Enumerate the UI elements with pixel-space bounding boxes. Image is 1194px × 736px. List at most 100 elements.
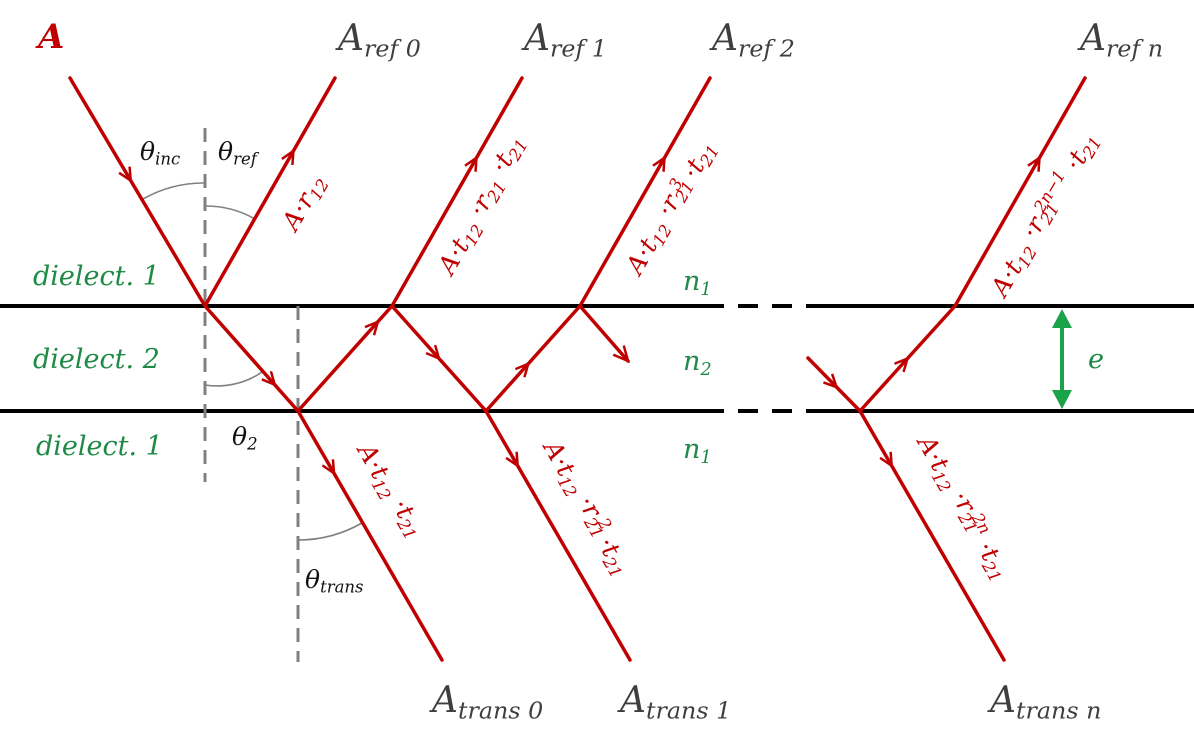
incidence-angle-arc [142, 182, 206, 200]
arrowhead-icon [823, 373, 839, 390]
arrowhead-icon [321, 459, 336, 476]
medium-label-middle: dielect. 2 [33, 344, 160, 375]
reflected-amplitude-2: Aref 2 [709, 18, 795, 63]
transmitted-amplitude-n: Atrans n [987, 680, 1101, 725]
label-text: A [987, 680, 1016, 721]
medium-label-top: dielect. 1 [33, 261, 160, 292]
label-text: ·t [967, 529, 1006, 567]
ray-label-reflected-0: A·r12 [275, 169, 333, 238]
label-text: θ [305, 565, 320, 594]
label-text: A [429, 680, 458, 721]
label-text: dielect. 1 [33, 261, 160, 292]
thickness-arrow-head-down [1052, 390, 1072, 409]
label-text: dielect. 2 [33, 344, 160, 375]
interfaces [0, 304, 1194, 413]
incident-ray [68, 76, 207, 308]
transmitted-ray-n [858, 409, 1006, 662]
subscript: 1 [700, 279, 711, 300]
medium-label-bottom: dielect. 1 [36, 431, 163, 462]
ray-label-reflected-2: A·t12 ·r213 ·t21 [617, 134, 723, 283]
label-text: dielect. 1 [36, 431, 163, 462]
label-text: θ [140, 137, 155, 166]
reflected-ray-n [953, 76, 1087, 308]
subscript: trans [320, 578, 363, 597]
reflection-angle-arc [204, 205, 256, 220]
index-n2: n2 [683, 346, 712, 380]
thickness-arrow [1052, 309, 1072, 409]
subscript: ref 2 [738, 35, 795, 63]
arrowhead-icon [1027, 155, 1041, 172]
arrowhead-icon [425, 344, 441, 361]
normals [203, 128, 300, 662]
label-text: A·t [537, 434, 582, 482]
label-text: e [1088, 344, 1104, 375]
superscript: 2n−1 [1029, 167, 1069, 217]
label-text: θ [232, 422, 247, 451]
reflected-ray-0 [203, 76, 337, 308]
subscript: ref 1 [550, 35, 607, 63]
transmission-angle-arc [297, 522, 363, 541]
label-text: n [683, 346, 700, 377]
refracted-ray-1 [203, 304, 300, 413]
reflected-amplitude-n: Aref n [1077, 18, 1163, 63]
index-n1-top: n1 [683, 266, 712, 300]
label-text: n [683, 434, 700, 465]
label-text: A [35, 17, 64, 57]
reflected-ray-2 [578, 76, 712, 308]
subscript: 2 [246, 435, 258, 454]
transmitted-amplitude-0: Atrans 0 [429, 680, 543, 725]
reflected-ray-1 [390, 76, 524, 308]
reflected-amplitude-0: Aref 0 [335, 18, 421, 63]
label-text: A·t [351, 437, 396, 485]
angle-arcs [142, 182, 363, 541]
label-text: A [709, 18, 738, 59]
transmitted-ray-1 [484, 409, 632, 662]
arrowhead-icon [652, 155, 666, 172]
arrowhead-icon [879, 451, 894, 469]
internal-ray-down-n [806, 356, 862, 413]
subscript: 2 [699, 359, 711, 380]
internal-ray-down-2 [578, 304, 630, 363]
arrowhead-icon [505, 451, 520, 469]
arrowhead-icon [894, 356, 910, 373]
label-text: A·t [911, 429, 956, 477]
arrowhead-icon [514, 361, 531, 378]
ray-label-transmitted-n: A·t12 ·r212n ·t21 [908, 428, 1020, 586]
subscript: trans n [1016, 697, 1101, 725]
internal-ray-up-2 [484, 304, 582, 413]
thickness-label: e [1088, 344, 1104, 375]
reflection-angle-label: θref [218, 137, 260, 169]
ray-label-transmitted-0: A·t12 ·t21 [349, 436, 431, 545]
subscript: ref [233, 150, 260, 169]
arrowhead-icon [612, 345, 630, 364]
subscript: ref n [1106, 35, 1163, 63]
subscript: trans 0 [458, 697, 543, 725]
transmitted-amplitude-1: Atrans 1 [617, 680, 731, 725]
label-text: n [683, 266, 700, 297]
label-text: θ [218, 137, 233, 166]
subscript: ref 0 [364, 35, 421, 63]
arrowhead-icon [281, 148, 295, 166]
subscript: 1 [700, 447, 711, 468]
incident-amplitude-label: A [35, 17, 64, 57]
refraction-angle-label: θ2 [232, 422, 258, 454]
subscript: inc [155, 150, 180, 169]
rays [68, 76, 1087, 662]
reflected-amplitude-1: Aref 1 [521, 18, 607, 63]
arrowhead-icon [261, 370, 277, 387]
arrowhead-icon [464, 155, 478, 172]
label-text: A [335, 18, 364, 59]
label-text: A [617, 680, 646, 721]
subscript: trans 1 [646, 697, 731, 725]
transmission-angle-label: θtrans [305, 565, 364, 597]
thickness-arrow-head-up [1052, 309, 1072, 328]
incidence-angle-label: θinc [140, 137, 180, 169]
label-text: A [521, 18, 550, 59]
index-n1-bottom: n1 [683, 434, 712, 468]
transmitted-ray-0 [296, 409, 444, 662]
label-text: A [1077, 18, 1106, 59]
arrowhead-icon [364, 319, 380, 336]
refraction-angle-arc [204, 371, 263, 387]
